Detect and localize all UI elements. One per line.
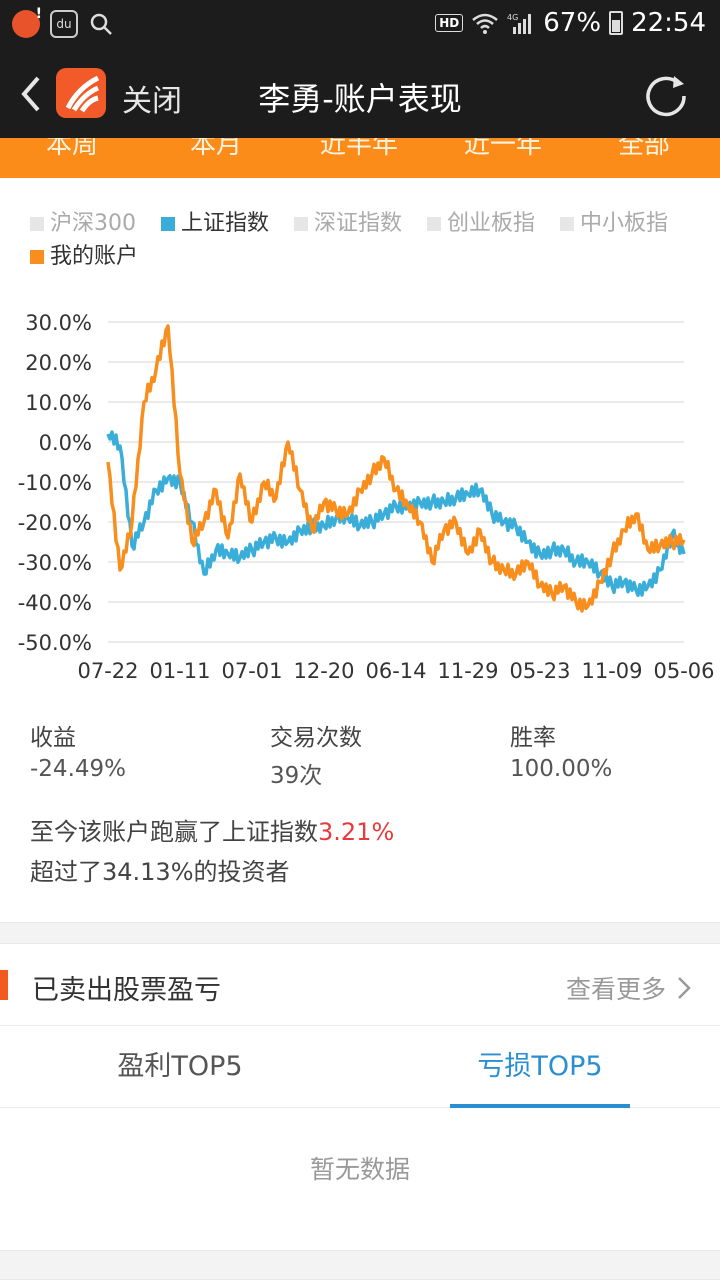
legend-chinext[interactable]: 创业板指: [427, 208, 535, 240]
chevron-right-icon: [678, 977, 691, 999]
legend-label: 创业板指: [447, 211, 536, 236]
legend-sme[interactable]: 中小板指: [560, 208, 668, 240]
performance-summary: 至今该账户跑赢了上证指数3.21% 超过了34.13%的投资者: [30, 812, 394, 892]
status-notifications: du: [12, 6, 114, 38]
legend-sh-index[interactable]: 上证指数: [161, 208, 269, 240]
clock: 22:54: [631, 8, 706, 38]
x-tick-label: 07-22: [77, 659, 138, 683]
period-tab-week[interactable]: 本周: [46, 138, 99, 160]
y-tick-label: 10.0%: [25, 391, 92, 415]
baidu-paw-icon: du: [50, 10, 78, 38]
search-icon: [90, 13, 112, 35]
legend-label: 沪深300: [50, 211, 136, 236]
legend-swatch: [427, 217, 442, 231]
chart-legend: 沪深300 上证指数 深证指数 创业板指 中小板指 我的账户: [30, 208, 700, 274]
summary-line-2: 超过了34.13%的投资者: [30, 858, 290, 886]
x-tick-label: 11-29: [437, 659, 498, 683]
app-header: 关闭 李勇-账户表现: [0, 50, 720, 138]
legend-swatch: [294, 217, 309, 231]
summary-line-1: 至今该账户跑赢了上证指数3.21%: [30, 812, 394, 852]
period-tabs: 本周 本月 近半年 近一年 全部: [0, 138, 720, 178]
hd-badge: HD: [435, 14, 464, 32]
status-indicators: HD 4G 67% 22:54: [435, 8, 706, 38]
period-tab-month[interactable]: 本月: [190, 138, 243, 160]
sold-stocks-section-header: 已卖出股票盈亏 查看更多: [0, 944, 720, 1026]
stat-value: 100.00%: [510, 756, 613, 782]
legend-swatch: [30, 250, 44, 264]
legend-label: 中小板指: [580, 211, 669, 236]
section-title: 已卖出股票盈亏: [32, 975, 221, 1006]
app-logo-icon: [56, 68, 106, 118]
x-tick-label: 11-09: [581, 659, 642, 683]
section-divider: [0, 922, 720, 944]
stat-label: 收益: [30, 725, 76, 751]
stat-win-rate: 胜率 100.00%: [510, 718, 612, 782]
legend-hs300[interactable]: 沪深300: [30, 208, 136, 240]
legend-swatch: [560, 217, 575, 231]
series-line-sh-index: [106, 430, 686, 598]
legend-my-account[interactable]: 我的账户: [30, 241, 138, 273]
result-tabs: 盈利TOP5 亏损TOP5: [0, 1026, 720, 1108]
period-tab-all[interactable]: 全部: [618, 138, 671, 160]
legend-swatch: [30, 217, 44, 231]
bottom-divider: [0, 1250, 720, 1280]
y-tick-label: -30.0%: [18, 551, 92, 575]
period-tab-half-year[interactable]: 近半年: [320, 138, 399, 160]
y-tick-label: 30.0%: [25, 311, 92, 335]
y-tick-label: -20.0%: [18, 511, 92, 535]
tab-loss-top5[interactable]: 亏损TOP5: [360, 1026, 720, 1108]
wifi-icon: [472, 13, 499, 34]
x-tick-label: 06-14: [365, 659, 426, 683]
stat-trades: 交易次数 39次: [270, 718, 362, 790]
y-tick-label: 20.0%: [25, 351, 92, 375]
network-label: 4G: [507, 13, 518, 22]
y-tick-label: -40.0%: [18, 591, 92, 615]
x-tick-label: 07-01: [221, 659, 282, 683]
status-bar: du HD 4G 67% 22:54: [0, 0, 720, 50]
stat-label: 胜率: [510, 725, 556, 751]
stat-return: 收益 -24.49%: [30, 718, 126, 782]
stat-value: 39次: [270, 763, 323, 789]
y-tick-label: 0.0%: [39, 431, 92, 455]
account-stats: 收益 -24.49% 交易次数 39次 胜率 100.00%: [30, 718, 710, 790]
y-tick-label: -10.0%: [18, 471, 92, 495]
refresh-icon[interactable]: [640, 70, 692, 122]
series-line-my-account: [106, 324, 686, 613]
period-tab-year[interactable]: 近一年: [464, 138, 543, 160]
section-accent-bar: [0, 970, 8, 1000]
legend-label: 上证指数: [181, 211, 270, 236]
battery-icon: [609, 11, 624, 35]
tab-profit-top5[interactable]: 盈利TOP5: [117, 1051, 243, 1082]
view-more-label: 查看更多: [565, 975, 666, 1004]
signal-icon: 4G: [507, 13, 532, 34]
back-arrow-icon[interactable]: [14, 72, 48, 116]
empty-state-text: 暂无数据: [309, 1155, 410, 1184]
close-button[interactable]: 关闭: [122, 84, 182, 119]
x-tick-label: 12-20: [293, 659, 354, 683]
summary-prefix: 至今该账户跑赢了上证指数: [30, 818, 318, 846]
notification-app-icon: [12, 6, 42, 38]
battery-percent: 67%: [543, 8, 602, 38]
legend-sz-index[interactable]: 深证指数: [294, 208, 402, 240]
legend-label: 深证指数: [314, 211, 403, 236]
stat-value: -24.49%: [30, 756, 126, 782]
summary-highlight: 3.21%: [318, 818, 395, 846]
x-tick-label: 01-11: [149, 659, 210, 683]
page-title: 李勇-账户表现: [258, 80, 462, 118]
y-tick-label: -50.0%: [18, 631, 92, 655]
stat-label: 交易次数: [270, 725, 362, 751]
x-tick-label: 05-06: [653, 659, 714, 683]
legend-label: 我的账户: [50, 244, 139, 269]
view-more-link[interactable]: 查看更多: [566, 970, 692, 1006]
performance-line-chart: 30.0% 20.0% 10.0% 0.0% -10.0% -20.0% -30.0% -40…: [18, 311, 715, 683]
legend-swatch: [161, 217, 175, 231]
x-tick-label: 05-23: [509, 659, 570, 683]
